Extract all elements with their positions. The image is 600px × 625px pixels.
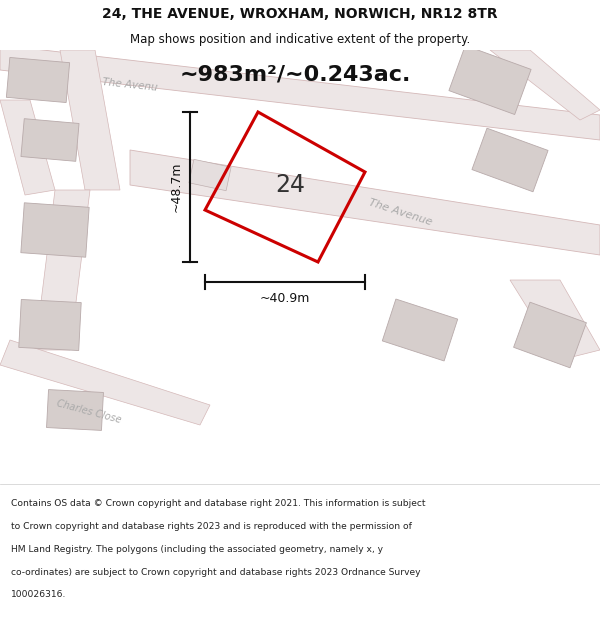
- Polygon shape: [60, 50, 120, 190]
- Polygon shape: [0, 45, 600, 140]
- Text: 24, THE AVENUE, WROXHAM, NORWICH, NR12 8TR: 24, THE AVENUE, WROXHAM, NORWICH, NR12 8…: [102, 7, 498, 21]
- Text: The Avenue: The Avenue: [367, 197, 433, 227]
- Text: Contains OS data © Crown copyright and database right 2021. This information is : Contains OS data © Crown copyright and d…: [11, 499, 425, 508]
- Text: ~40.9m: ~40.9m: [260, 292, 310, 306]
- Bar: [21, 202, 89, 258]
- Polygon shape: [490, 50, 600, 120]
- Bar: [7, 58, 70, 102]
- Text: The Avenu: The Avenu: [102, 77, 158, 93]
- Polygon shape: [35, 190, 90, 350]
- Bar: [514, 302, 586, 368]
- Polygon shape: [0, 100, 55, 195]
- Text: 100026316.: 100026316.: [11, 591, 66, 599]
- Bar: [189, 159, 231, 191]
- Polygon shape: [0, 340, 210, 425]
- Polygon shape: [510, 280, 600, 360]
- Text: HM Land Registry. The polygons (including the associated geometry, namely x, y: HM Land Registry. The polygons (includin…: [11, 544, 383, 554]
- Bar: [382, 299, 458, 361]
- Text: Charles Close: Charles Close: [55, 399, 122, 426]
- Text: 24: 24: [275, 173, 305, 197]
- Text: ~48.7m: ~48.7m: [170, 162, 182, 212]
- Bar: [472, 128, 548, 192]
- Bar: [21, 119, 79, 161]
- Text: co-ordinates) are subject to Crown copyright and database rights 2023 Ordnance S: co-ordinates) are subject to Crown copyr…: [11, 568, 420, 577]
- Text: to Crown copyright and database rights 2023 and is reproduced with the permissio: to Crown copyright and database rights 2…: [11, 522, 412, 531]
- Polygon shape: [130, 150, 600, 255]
- Bar: [47, 389, 103, 431]
- Bar: [19, 299, 81, 351]
- Text: ~983m²/~0.243ac.: ~983m²/~0.243ac.: [179, 65, 410, 85]
- Text: Map shows position and indicative extent of the property.: Map shows position and indicative extent…: [130, 32, 470, 46]
- Bar: [449, 46, 531, 114]
